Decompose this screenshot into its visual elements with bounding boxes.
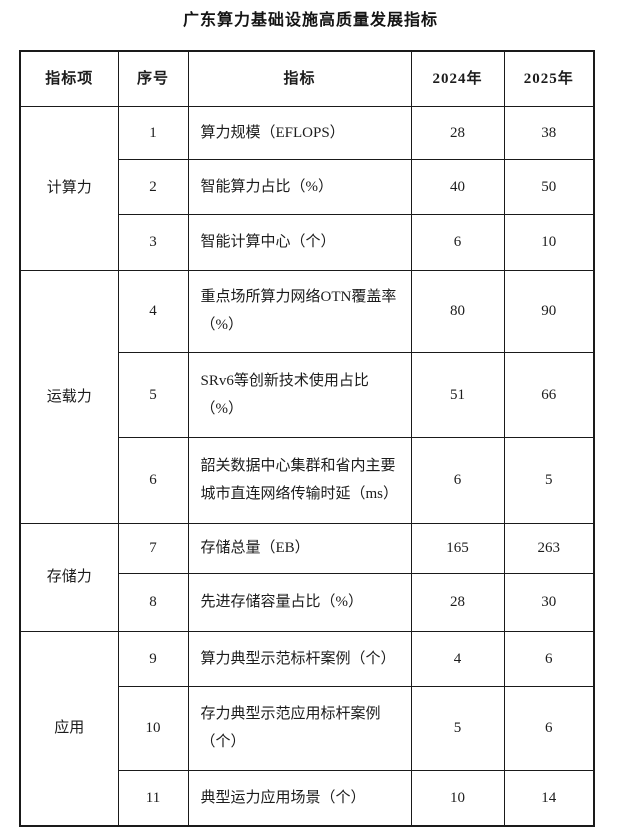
indicator-cell: 韶关数据中心集群和省内主要 城市直连网络传输时延（ms）: [187, 436, 412, 524]
page-title: 广东算力基础设施高质量发展指标: [182, 12, 438, 29]
table-row: 5 SRv6等创新技术使用占比 （%） 51 66: [20, 351, 595, 438]
indicator-cell: 典型运力应用场景（个）: [187, 769, 412, 827]
value-2024-cell: 6: [410, 213, 505, 271]
indicator-cell: 存储总量（EB）: [187, 522, 412, 574]
value-2025-cell: 6: [503, 685, 595, 771]
indicators-table: 指标项 序号 指标 2024年 2025年 计算力 1 算力规模（EFLOPS）…: [19, 50, 595, 827]
value-2025-cell: 5: [503, 436, 595, 524]
row-number-cell: 1: [117, 105, 189, 160]
value-2025-cell: 10: [503, 213, 595, 271]
indicator-cell: 先进存储容量占比（%）: [187, 572, 412, 632]
row-number-cell: 9: [117, 630, 189, 687]
col-header-category: 指标项: [19, 50, 119, 107]
value-2024-cell: 40: [410, 158, 505, 215]
value-2025-cell: 6: [503, 630, 595, 687]
category-cell: 存储力: [19, 522, 119, 632]
indicator-cell: SRv6等创新技术使用占比 （%）: [187, 351, 412, 438]
indicator-cell: 算力规模（EFLOPS）: [187, 105, 412, 160]
value-2025-cell: 30: [503, 572, 595, 632]
header-row: 指标项 序号 指标 2024年 2025年: [19, 50, 595, 107]
row-number-cell: 4: [117, 269, 189, 353]
col-header-2025: 2025年: [503, 50, 595, 107]
col-header-indicator: 指标: [187, 50, 412, 107]
indicator-cell: 重点场所算力网络OTN覆盖率 （%）: [187, 269, 412, 353]
value-2025-cell: 263: [503, 522, 595, 574]
table-row: 运载力 4 重点场所算力网络OTN覆盖率 （%） 80 90: [19, 269, 595, 524]
value-2025-cell: 90: [503, 269, 595, 353]
value-2024-cell: 10: [410, 769, 505, 827]
value-2024-cell: 28: [410, 572, 505, 632]
indicator-cell: 算力典型示范标杆案例（个）: [187, 630, 412, 687]
value-2024-cell: 28: [410, 105, 505, 160]
table-row: 11 典型运力应用场景（个） 10 14: [20, 769, 595, 827]
row-number-cell: 8: [117, 572, 189, 632]
value-2025-cell: 66: [503, 351, 595, 438]
table-row: 存储力 7 存储总量（EB） 165 263: [19, 522, 595, 632]
row-number-cell: 10: [117, 685, 189, 771]
value-2025-cell: 50: [503, 158, 595, 215]
table-row: 8 先进存储容量占比（%） 28 30: [20, 572, 595, 632]
table-row: 应用 9 算力典型示范标杆案例（个） 4 6: [19, 630, 595, 827]
table-row: 计算力 1 算力规模（EFLOPS） 28 38: [19, 105, 595, 271]
row-number-cell: 11: [117, 769, 189, 827]
value-2025-cell: 14: [503, 769, 595, 827]
value-2024-cell: 165: [410, 522, 505, 574]
row-number-cell: 2: [117, 158, 189, 215]
value-2025-cell: 38: [503, 105, 595, 160]
indicator-cell: 智能计算中心（个）: [187, 213, 412, 271]
row-number-cell: 6: [117, 436, 189, 524]
indicator-cell: 智能算力占比（%）: [187, 158, 412, 215]
value-2024-cell: 6: [410, 436, 505, 524]
value-2024-cell: 4: [410, 630, 505, 687]
value-2024-cell: 80: [410, 269, 505, 353]
table-row: 6 韶关数据中心集群和省内主要 城市直连网络传输时延（ms） 6 5: [20, 436, 595, 524]
row-number-cell: 7: [117, 522, 189, 574]
indicator-cell: 存力典型示范应用标杆案例 （个）: [187, 685, 412, 771]
category-cell: 应用: [19, 630, 119, 827]
value-2024-cell: 5: [410, 685, 505, 771]
table-row: 2 智能算力占比（%） 40 50: [20, 158, 595, 215]
row-number-cell: 5: [117, 351, 189, 438]
category-cell: 运载力: [19, 269, 119, 524]
row-number-cell: 3: [117, 213, 189, 271]
col-header-no: 序号: [117, 50, 189, 107]
col-header-2024: 2024年: [410, 50, 505, 107]
category-cell: 计算力: [19, 105, 119, 271]
value-2024-cell: 51: [410, 351, 505, 438]
